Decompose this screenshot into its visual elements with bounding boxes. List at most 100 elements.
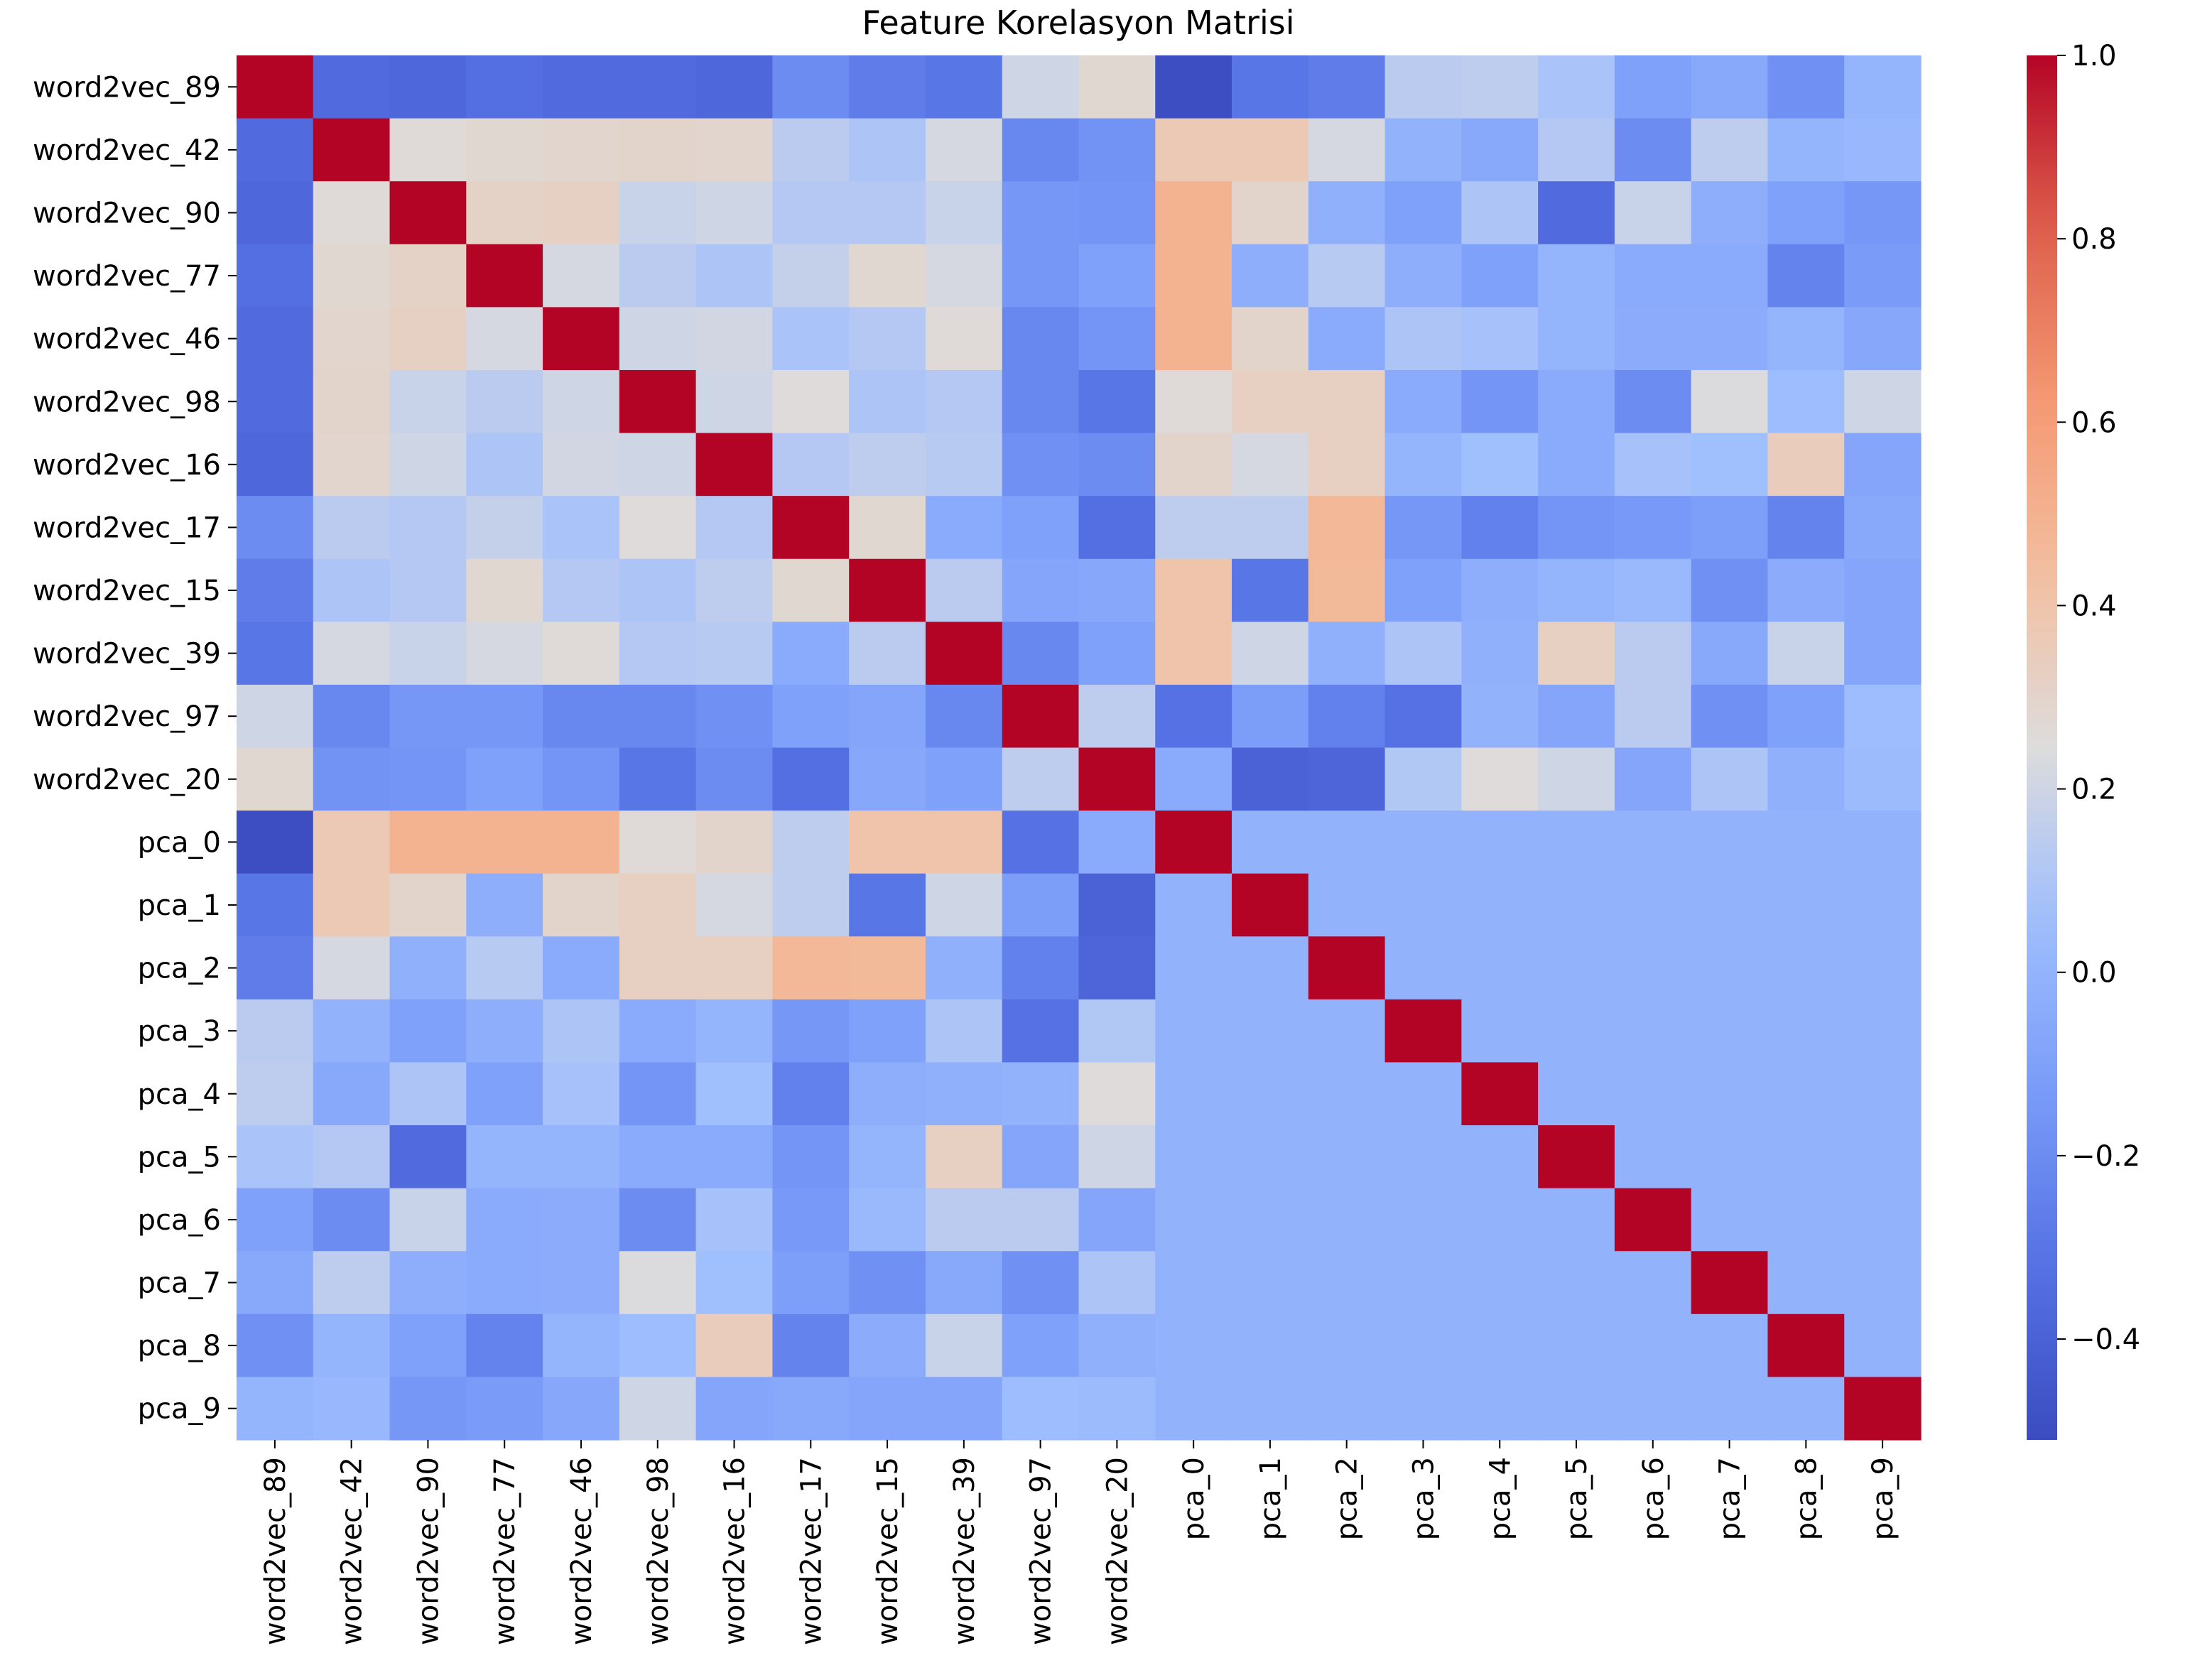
heatmap-cell (695, 747, 774, 811)
heatmap-cell (543, 181, 620, 245)
heatmap-cell (1155, 622, 1232, 685)
heatmap-cell (1538, 1251, 1615, 1315)
heatmap-cell (925, 1251, 1003, 1315)
heatmap-cell (1767, 1251, 1845, 1315)
heatmap-cell (1844, 118, 1922, 182)
heatmap-cell (466, 936, 543, 1000)
heatmap-cell (1232, 307, 1309, 371)
heatmap-cell (237, 244, 314, 308)
heatmap-cell (389, 1062, 467, 1126)
y-tick-label: pca_5 (138, 1141, 221, 1174)
x-tick-label: pca_0 (1178, 1457, 1210, 1540)
heatmap-cell (772, 747, 850, 811)
y-axis-ticks: word2vec_89 word2vec_42 word2vec_90 word2ve… (33, 71, 237, 1426)
heatmap-cell (1461, 747, 1539, 811)
heatmap-cell (466, 1313, 543, 1378)
heatmap-cell (1461, 684, 1539, 749)
heatmap-cell (1078, 244, 1156, 308)
heatmap-cell (1691, 496, 1769, 560)
heatmap-cell (1691, 1377, 1769, 1441)
heatmap-cell (1308, 55, 1386, 119)
heatmap-cell (1155, 936, 1232, 1000)
heatmap-cell (1155, 496, 1232, 560)
heatmap-cell (1078, 747, 1156, 811)
heatmap-cell (1308, 873, 1386, 937)
heatmap-cell (1232, 1377, 1309, 1441)
heatmap-cell (925, 936, 1003, 1000)
heatmap-cell (1232, 1062, 1309, 1126)
y-tick-label: pca_9 (138, 1393, 221, 1426)
heatmap-cell (695, 999, 774, 1063)
heatmap-cell (849, 1062, 926, 1126)
heatmap-cell (1538, 811, 1615, 874)
heatmap-cell (389, 1377, 467, 1441)
heatmap-cell (1002, 118, 1080, 182)
heatmap-cell (925, 181, 1003, 245)
heatmap-cell (1078, 999, 1156, 1063)
heatmap-cell (466, 55, 543, 119)
heatmap-cell (1002, 1188, 1080, 1252)
heatmap-cell (1078, 684, 1156, 749)
heatmap-cell (1614, 747, 1692, 811)
heatmap-cell (1078, 1313, 1156, 1378)
y-tick-label: word2vec_20 (33, 764, 221, 796)
heatmap-cell (1538, 181, 1615, 245)
heatmap-cell (849, 936, 926, 1000)
heatmap-cell (1308, 936, 1386, 1000)
heatmap-cell (1461, 118, 1539, 182)
heatmap-cell (849, 1377, 926, 1441)
heatmap-cell (1308, 1377, 1386, 1441)
heatmap-cell (389, 1188, 467, 1252)
heatmap-cell (389, 1125, 467, 1189)
heatmap-cell (619, 622, 697, 685)
heatmap-cell (1461, 1377, 1539, 1441)
heatmap-cell (543, 369, 620, 434)
heatmap-cell (543, 118, 620, 182)
heatmap-cell (237, 307, 314, 371)
heatmap-cell (466, 999, 543, 1063)
heatmap-cell (237, 999, 314, 1063)
heatmap-cell (1232, 747, 1309, 811)
heatmap-cell (1461, 1125, 1539, 1189)
heatmap-cell (925, 747, 1003, 811)
heatmap-cell (466, 1377, 543, 1441)
heatmap-cell (1078, 307, 1156, 371)
heatmap-cell (1614, 936, 1692, 1000)
heatmap-cell (772, 999, 850, 1063)
heatmap-cell (925, 1377, 1003, 1441)
heatmap-cell (849, 747, 926, 811)
heatmap-cell (1767, 1188, 1845, 1252)
heatmap-cell (389, 622, 467, 685)
heatmap-cell (1767, 684, 1845, 749)
heatmap-cell (1767, 558, 1845, 622)
heatmap-cell (1538, 307, 1615, 371)
heatmap-cell (619, 433, 697, 497)
heatmap-cell (1002, 747, 1080, 811)
heatmap-cell (1155, 307, 1232, 371)
heatmap-cell (619, 1125, 697, 1189)
heatmap-cell (313, 558, 391, 622)
heatmap-cell (1384, 1125, 1462, 1189)
heatmap-cell (1844, 1188, 1922, 1252)
heatmap-cell (619, 181, 697, 245)
heatmap-cell (1155, 1125, 1232, 1189)
heatmap-cell (1232, 1251, 1309, 1315)
x-tick-label: pca_7 (1714, 1457, 1747, 1540)
heatmap-cell (389, 369, 467, 434)
heatmap-cell (313, 55, 391, 119)
heatmap-cell (619, 1188, 697, 1252)
heatmap-cell (543, 433, 620, 497)
y-tick-label: word2vec_98 (33, 386, 221, 418)
heatmap-cell (389, 747, 467, 811)
y-tick-label: pca_2 (138, 953, 221, 985)
x-tick-label: pca_8 (1790, 1457, 1823, 1540)
heatmap-cell (925, 433, 1003, 497)
heatmap-cell (1538, 496, 1615, 560)
y-tick-label: pca_0 (138, 826, 221, 859)
heatmap-cell (695, 1125, 774, 1189)
heatmap-cell (695, 1251, 774, 1315)
heatmap-cell (1461, 1188, 1539, 1252)
heatmap-cell (1232, 118, 1309, 182)
heatmap-cell (849, 307, 926, 371)
heatmap-cell (1691, 1251, 1769, 1315)
